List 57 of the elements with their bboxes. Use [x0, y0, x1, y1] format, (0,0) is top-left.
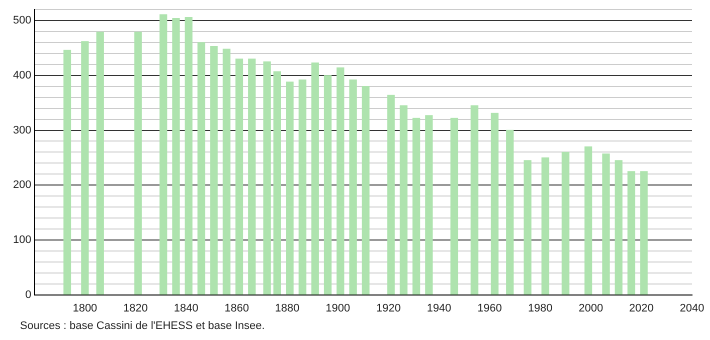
y-tick-label: 300 [12, 124, 32, 136]
bar [349, 79, 357, 295]
x-tick-label: 2040 [680, 302, 704, 314]
bar [470, 105, 478, 295]
x-tick-label: 1920 [376, 302, 401, 314]
x-tick-label: 1820 [123, 302, 148, 314]
x-tick-label: 1800 [72, 302, 98, 314]
bar [286, 82, 294, 295]
bar [311, 62, 319, 295]
bar [235, 58, 244, 295]
bar [273, 71, 282, 295]
bar [81, 41, 89, 295]
y-tick-label: 200 [12, 179, 32, 192]
bar [506, 130, 514, 295]
bar [248, 58, 256, 295]
source-note: Sources : base Cassini de l'EHESS et base Insee. [20, 320, 265, 332]
bar [584, 146, 592, 295]
x-tick-label: 1840 [174, 302, 198, 314]
y-tick-label: 100 [12, 234, 32, 246]
x-tick-label: 1960 [477, 302, 502, 314]
bar [362, 86, 370, 295]
bar [336, 67, 344, 295]
bar [222, 48, 230, 295]
x-tick-label: 1980 [528, 302, 552, 314]
x-tick-label: 1940 [426, 302, 452, 314]
bar [490, 112, 499, 295]
bar [298, 79, 306, 295]
x-tick-label: 1880 [275, 302, 300, 314]
x-tick-label: 1860 [224, 302, 249, 314]
bar [412, 118, 420, 295]
bar [627, 171, 636, 295]
bar [197, 42, 206, 295]
bar [210, 46, 218, 295]
bar [562, 152, 570, 295]
bar [387, 94, 395, 295]
bar [541, 157, 550, 295]
bar [524, 160, 532, 295]
y-tick-label: 0 [25, 288, 32, 301]
x-tick-label: 1900 [326, 302, 350, 314]
x-tick-label: 2020 [629, 302, 654, 314]
bar [63, 50, 72, 295]
bar [172, 18, 180, 295]
bar [640, 171, 648, 295]
x-tick-label: 2000 [578, 302, 604, 314]
bar [160, 14, 168, 295]
bar [324, 75, 332, 295]
bar [263, 61, 271, 295]
bar [602, 154, 610, 295]
bar [96, 32, 104, 295]
bar [450, 118, 458, 295]
bar [614, 160, 622, 295]
bar [184, 16, 192, 295]
bar [425, 115, 433, 295]
bar [134, 32, 142, 295]
y-tick-label: 400 [12, 69, 32, 82]
y-tick-label: 500 [12, 14, 32, 27]
bar [400, 105, 408, 295]
